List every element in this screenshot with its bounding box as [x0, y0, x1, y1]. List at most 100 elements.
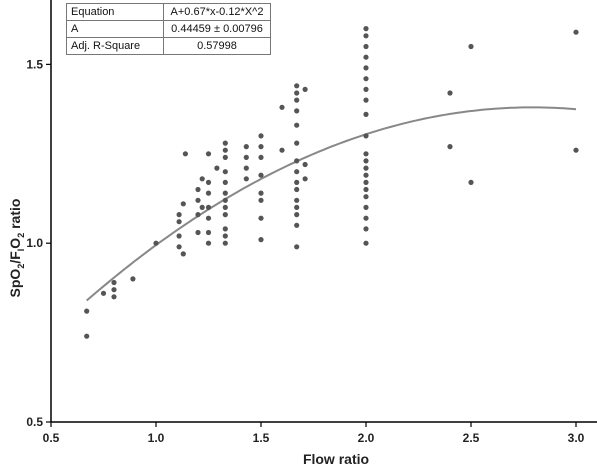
data-point — [363, 65, 369, 71]
data-point — [243, 154, 249, 160]
x-tick-label: 3.0 — [568, 431, 585, 445]
fit-equation-label: Equation — [66, 3, 164, 21]
data-point — [205, 215, 212, 221]
data-point — [447, 144, 453, 150]
fit-r2-label: Adj. R-Square — [66, 37, 164, 55]
data-point — [258, 172, 264, 178]
data-point — [258, 237, 264, 243]
data-point — [243, 144, 249, 150]
data-point — [111, 294, 117, 300]
y-axis-title: SpO2/FIO2 ratio — [7, 199, 26, 298]
data-point — [258, 197, 264, 203]
data-point — [468, 43, 474, 50]
data-point — [222, 169, 228, 175]
data-point — [258, 190, 264, 196]
x-axis-ticks: 0.5 1.0 1.5 2.0 2.5 3.0 — [43, 422, 585, 445]
data-point — [258, 144, 264, 150]
data-point — [363, 240, 369, 246]
data-point — [294, 212, 300, 218]
data-point — [153, 240, 159, 246]
axes — [50, 0, 597, 423]
data-point — [199, 204, 205, 210]
data-point — [130, 276, 136, 282]
fit-table-row-equation: Equation A+0.67*x-0.12*X^2 — [66, 3, 271, 21]
data-point — [363, 33, 369, 39]
data-point — [363, 133, 369, 139]
x-tick-label: 1.5 — [253, 431, 270, 445]
data-point — [363, 43, 369, 50]
data-point — [258, 215, 264, 221]
data-point — [363, 172, 369, 178]
fit-results-table: Equation A+0.67*x-0.12*X^2 A 0.44459 ± 0… — [66, 3, 271, 55]
data-point — [468, 179, 474, 185]
data-point — [199, 176, 205, 182]
data-point — [294, 97, 300, 103]
data-points — [84, 26, 579, 339]
data-point — [205, 151, 212, 157]
data-point — [214, 165, 220, 171]
data-point — [573, 147, 579, 153]
data-point — [294, 197, 300, 203]
data-point — [176, 212, 182, 218]
data-point — [363, 204, 369, 210]
data-point — [111, 287, 117, 293]
data-point — [195, 229, 201, 236]
data-point — [363, 97, 369, 103]
data-point — [258, 133, 264, 139]
data-point — [363, 226, 369, 232]
data-point — [294, 244, 300, 250]
data-point — [294, 90, 300, 96]
x-tick-label: 1.0 — [148, 431, 165, 445]
data-point — [302, 86, 308, 92]
data-point — [363, 186, 369, 193]
data-point — [363, 26, 369, 32]
data-point — [222, 197, 228, 203]
data-point — [363, 151, 369, 157]
fit-a-label: A — [66, 20, 164, 38]
data-point — [222, 233, 228, 239]
data-point — [363, 179, 369, 185]
data-point — [243, 165, 249, 171]
data-point — [294, 140, 300, 146]
data-point — [363, 158, 369, 164]
fit-a-value: 0.44459 ± 0.00796 — [163, 20, 271, 38]
data-point — [222, 179, 228, 185]
data-point — [222, 147, 228, 153]
data-point — [84, 333, 90, 339]
data-point — [279, 147, 285, 153]
data-point — [180, 251, 186, 257]
x-tick-label: 2.0 — [358, 431, 375, 445]
y-tick-label: 1.5 — [26, 57, 43, 71]
data-point — [195, 212, 201, 218]
data-point — [363, 86, 369, 92]
x-tick-label: 2.5 — [463, 431, 480, 445]
data-point — [205, 229, 212, 236]
x-tick-label: 0.5 — [43, 431, 60, 445]
fit-curve — [86, 106, 577, 302]
data-point — [100, 290, 107, 296]
y-axis-ticks: 0.5 1.0 1.5 — [26, 57, 51, 429]
fit-r2-value: 0.57998 — [163, 37, 271, 55]
y-tick-label: 1.0 — [26, 236, 43, 250]
data-point — [258, 154, 264, 160]
data-point — [176, 233, 182, 239]
data-point — [222, 190, 228, 196]
data-point — [176, 244, 182, 250]
data-point — [363, 194, 369, 200]
data-point — [294, 83, 300, 89]
data-point — [294, 169, 300, 175]
fit-equation-value: A+0.67*x-0.12*X^2 — [163, 3, 271, 21]
data-point — [84, 308, 90, 314]
data-point — [222, 212, 228, 218]
data-point — [205, 179, 212, 185]
data-point — [222, 240, 228, 246]
data-point — [111, 279, 117, 286]
data-point — [363, 111, 369, 117]
data-point — [294, 204, 300, 210]
data-point — [302, 176, 308, 182]
data-point — [294, 179, 300, 185]
y-tick-label: 0.5 — [26, 415, 43, 429]
data-point — [222, 154, 228, 160]
data-point — [363, 76, 369, 82]
data-point — [180, 201, 186, 207]
